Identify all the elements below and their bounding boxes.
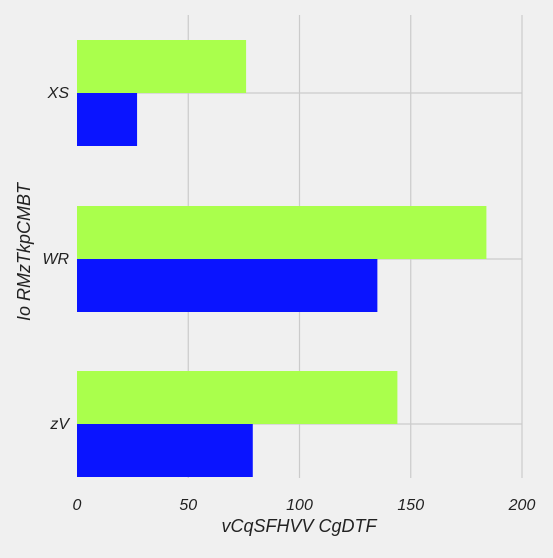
x-tick-label-50: 50 <box>179 497 197 514</box>
y-axis-label: Io RMzTkpCMBT <box>14 181 34 321</box>
x-tick-label-0: 0 <box>73 497 82 514</box>
bars <box>77 40 487 477</box>
x-tick-label-200: 200 <box>508 497 536 514</box>
y-tick-label-xs: XS <box>47 85 70 102</box>
bar-xs-series-1 <box>77 40 247 93</box>
x-tick-label-100: 100 <box>286 497 313 514</box>
tick-labels: 0 50 100 150 200 XS WR zV <box>42 85 535 514</box>
bar-xs-series-2 <box>77 93 138 146</box>
y-tick-label-zv: zV <box>49 416 70 433</box>
bar-zv-series-2 <box>77 424 253 477</box>
y-tick-label-wr: WR <box>42 251 69 268</box>
bar-wr-series-2 <box>77 259 378 312</box>
bar-wr-series-1 <box>77 206 487 259</box>
x-axis-label: vCqSFHVV CgDTF <box>221 516 377 536</box>
bar-zv-series-1 <box>77 371 398 424</box>
x-tick-label-150: 150 <box>397 497 424 514</box>
